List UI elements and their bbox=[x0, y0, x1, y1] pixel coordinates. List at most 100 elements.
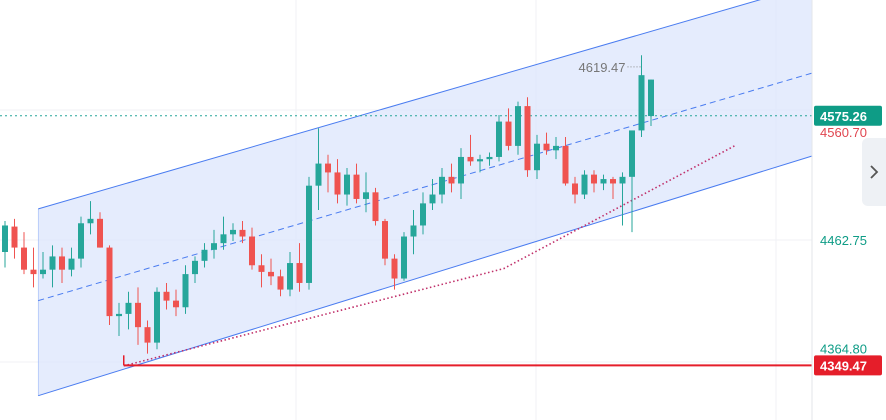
candle-body bbox=[353, 174, 360, 199]
candle bbox=[30, 247, 37, 288]
candle-body bbox=[97, 218, 103, 248]
candle-body bbox=[429, 194, 436, 204]
candle bbox=[353, 163, 360, 204]
channel-upper-line[interactable] bbox=[38, 0, 812, 210]
candle-body bbox=[420, 203, 426, 226]
candle-body bbox=[477, 159, 483, 162]
candle-body bbox=[40, 269, 46, 275]
candle bbox=[49, 245, 56, 288]
candle bbox=[306, 176, 312, 290]
candle-body bbox=[68, 258, 75, 270]
high-price-label: 4619.47 bbox=[579, 60, 626, 75]
candle-body bbox=[534, 143, 540, 171]
support-price-badge[interactable]: 4349.47 bbox=[814, 355, 882, 376]
price-axis-tick: 4462.75 bbox=[820, 233, 867, 248]
candle bbox=[125, 291, 132, 330]
candle-body bbox=[182, 274, 189, 308]
candle-body bbox=[648, 79, 654, 117]
candle bbox=[116, 302, 122, 336]
candle bbox=[59, 247, 65, 283]
candle-body bbox=[30, 269, 37, 275]
candle-body bbox=[2, 225, 8, 252]
candle-body bbox=[249, 236, 255, 266]
candle-body bbox=[448, 176, 455, 184]
candle bbox=[287, 252, 293, 297]
candle-body bbox=[572, 183, 578, 195]
candle bbox=[249, 227, 255, 270]
last-price-badge[interactable]: 4575.26 bbox=[814, 105, 882, 126]
candle-body bbox=[154, 291, 160, 343]
candle bbox=[562, 137, 569, 186]
candle-body bbox=[116, 313, 122, 317]
candle-body bbox=[230, 229, 236, 235]
candle bbox=[154, 287, 160, 350]
candle-body bbox=[467, 156, 474, 162]
candle bbox=[467, 134, 474, 166]
candle bbox=[486, 152, 493, 166]
support-line[interactable] bbox=[0, 115, 812, 367]
candle bbox=[477, 154, 483, 173]
candle bbox=[401, 232, 407, 281]
candle bbox=[334, 159, 341, 204]
candle-body bbox=[543, 143, 550, 151]
candle bbox=[182, 265, 189, 314]
candle bbox=[610, 176, 616, 199]
support-price-badge-bg bbox=[814, 355, 882, 376]
candle bbox=[439, 168, 445, 204]
candle-body bbox=[515, 106, 521, 146]
candle bbox=[78, 216, 84, 268]
candle-body bbox=[619, 176, 626, 184]
candle-body bbox=[239, 229, 246, 237]
candle-body bbox=[391, 258, 398, 279]
candle bbox=[268, 258, 274, 286]
regression-channel[interactable] bbox=[37, 0, 813, 397]
candle bbox=[648, 79, 654, 126]
candle bbox=[420, 192, 426, 235]
candle-body bbox=[21, 247, 27, 270]
candle bbox=[572, 176, 578, 204]
candle bbox=[106, 245, 113, 325]
candle-body bbox=[144, 327, 151, 343]
candle bbox=[173, 289, 179, 317]
channel-mid-line[interactable] bbox=[38, 72, 813, 302]
channel-lower-line[interactable] bbox=[38, 155, 813, 397]
candle-body bbox=[562, 145, 569, 184]
candle-body bbox=[610, 179, 616, 184]
candle bbox=[144, 320, 151, 354]
candle bbox=[325, 154, 331, 193]
candle-body bbox=[49, 256, 56, 270]
candle bbox=[448, 163, 455, 193]
dotted-trendline[interactable] bbox=[123, 144, 737, 367]
candle bbox=[258, 254, 265, 288]
candle-body bbox=[382, 221, 388, 259]
candle-body bbox=[201, 249, 208, 261]
candle bbox=[239, 221, 246, 244]
candle bbox=[534, 134, 540, 180]
candle bbox=[192, 256, 198, 283]
candle bbox=[458, 148, 464, 199]
price-axis[interactable]: 4560.70 4462.75 4364.80 4575.26 4349.47 bbox=[814, 105, 882, 376]
candle bbox=[372, 187, 379, 226]
candle bbox=[553, 137, 559, 160]
candle-body bbox=[524, 106, 531, 171]
candle bbox=[21, 232, 27, 275]
candle-body bbox=[87, 218, 94, 224]
candle-body bbox=[334, 172, 341, 195]
candle bbox=[40, 252, 46, 279]
scroll-right-button[interactable] bbox=[862, 138, 886, 206]
candle-body bbox=[277, 276, 284, 290]
candle-body bbox=[600, 179, 607, 184]
candle-body bbox=[106, 247, 113, 317]
candle-body bbox=[325, 163, 331, 173]
candle bbox=[135, 287, 141, 345]
candle bbox=[619, 172, 626, 226]
candle bbox=[201, 243, 208, 268]
candle bbox=[211, 229, 217, 259]
candle-body bbox=[496, 121, 502, 157]
channel-fill bbox=[38, 0, 813, 396]
candles bbox=[2, 55, 654, 354]
candle-body bbox=[78, 223, 84, 259]
candle bbox=[410, 210, 417, 255]
candle bbox=[277, 269, 284, 297]
